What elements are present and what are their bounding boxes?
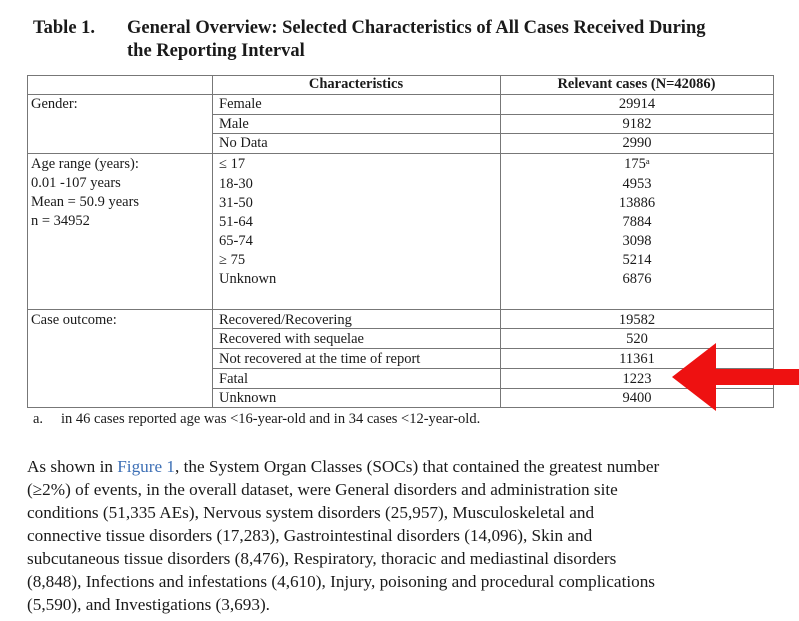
row-line [212,348,774,349]
table-border-left [27,75,28,408]
table-title-line: the Reporting Interval [127,41,305,61]
row-line [212,368,774,369]
header-characteristics: Characteristics [308,76,404,92]
row-name: ≤ 17 [219,156,246,172]
header-relevant-cases: Relevant cases (N=42086) [557,76,716,92]
paragraph-line: subcutaneous tissue disorders (8,476), R… [27,547,772,570]
row-line [27,153,774,154]
text-run: connective tissue disorders (17,283), Ga… [27,526,593,545]
table-border-bottom [27,407,774,408]
row-count: 3098 [622,233,652,249]
figure-1-link[interactable]: Figure 1 [117,457,176,476]
row-name: 65-74 [219,233,253,249]
age-range-text: 0.01 -107 years [31,175,121,191]
row-count: 4953 [622,176,652,192]
row-name: Female [219,96,262,112]
table-border-right [773,75,774,408]
text-run: subcutaneous tissue disorders (8,476), R… [27,549,617,568]
paragraph-line: (≥2%) of events, in the overall dataset,… [27,478,772,501]
paragraph-line: (5,590), and Investigations (3,693). [27,593,772,616]
row-count: 6876 [622,271,652,287]
age-n-text: n = 34952 [31,213,90,229]
table-label: Table 1. [33,18,96,38]
row-name: Recovered with sequelae [219,331,364,347]
text-run: , the System Organ Classes (SOCs) that c… [175,457,660,476]
text-run: (≥2%) of events, in the overall dataset,… [27,480,618,499]
row-count: 9182 [622,116,652,132]
section-label-gender: Gender: [31,96,78,112]
row-name: Not recovered at the time of report [219,351,421,367]
row-name: 51-64 [219,214,253,230]
row-count: 175ᵃ [624,156,650,172]
row-line [212,328,774,329]
table-border-top [27,75,774,76]
row-name: No Data [219,135,268,151]
age-mean-text: Mean = 50.9 years [31,194,140,210]
text-run: (5,590), and Investigations (3,693). [27,595,270,614]
row-count: 19582 [618,312,656,328]
row-name: 18-30 [219,176,253,192]
row-name: 31-50 [219,195,253,211]
row-name: Recovered/Recovering [219,312,352,328]
text-run: conditions (51,335 AEs), Nervous system … [27,503,595,522]
footnote-text: in 46 cases reported age was <16-year-ol… [61,411,481,427]
row-count: 13886 [618,195,656,211]
row-name: ≥ 75 [219,252,246,268]
row-count: 5214 [622,252,652,268]
row-name: Fatal [219,371,248,387]
row-name: Male [219,116,249,132]
table-title: General Overview: Selected Characteristi… [127,17,767,63]
row-count: 1223 [622,371,652,387]
paragraph-line: connective tissue disorders (17,283), Ga… [27,524,772,547]
table-divider-col2 [500,75,501,408]
row-count: 11361 [619,351,655,367]
row-count: 9400 [622,390,652,406]
section-label-outcome: Case outcome: [31,312,117,328]
row-count: 29914 [618,96,656,112]
row-count: 520 [626,331,648,347]
body-paragraph: As shown in Figure 1, the System Organ C… [27,455,772,616]
paragraph-line: conditions (51,335 AEs), Nervous system … [27,501,772,524]
row-line [212,114,774,115]
row-name: Unknown [219,390,277,406]
table-divider-col1 [212,75,213,408]
row-count: 2990 [622,135,652,151]
row-name: Unknown [219,271,277,287]
text-run: (8,848), Infections and infestations (4,… [27,572,655,591]
row-line [27,94,774,95]
table-title-line: General Overview: Selected Characteristi… [127,18,706,38]
characteristics-table: Characteristics Relevant cases (N=42086)… [27,75,774,408]
text-run: As shown in [27,457,118,476]
row-line [27,309,774,310]
section-label-age: Age range (years): [31,156,139,172]
red-arrow-icon [672,343,799,411]
row-line [212,133,774,134]
row-count: 7884 [622,214,652,230]
paragraph-line: (8,848), Infections and infestations (4,… [27,570,772,593]
paragraph-line: As shown in Figure 1, the System Organ C… [27,455,772,478]
footnote-mark: a. [33,411,44,427]
row-line [212,388,774,389]
